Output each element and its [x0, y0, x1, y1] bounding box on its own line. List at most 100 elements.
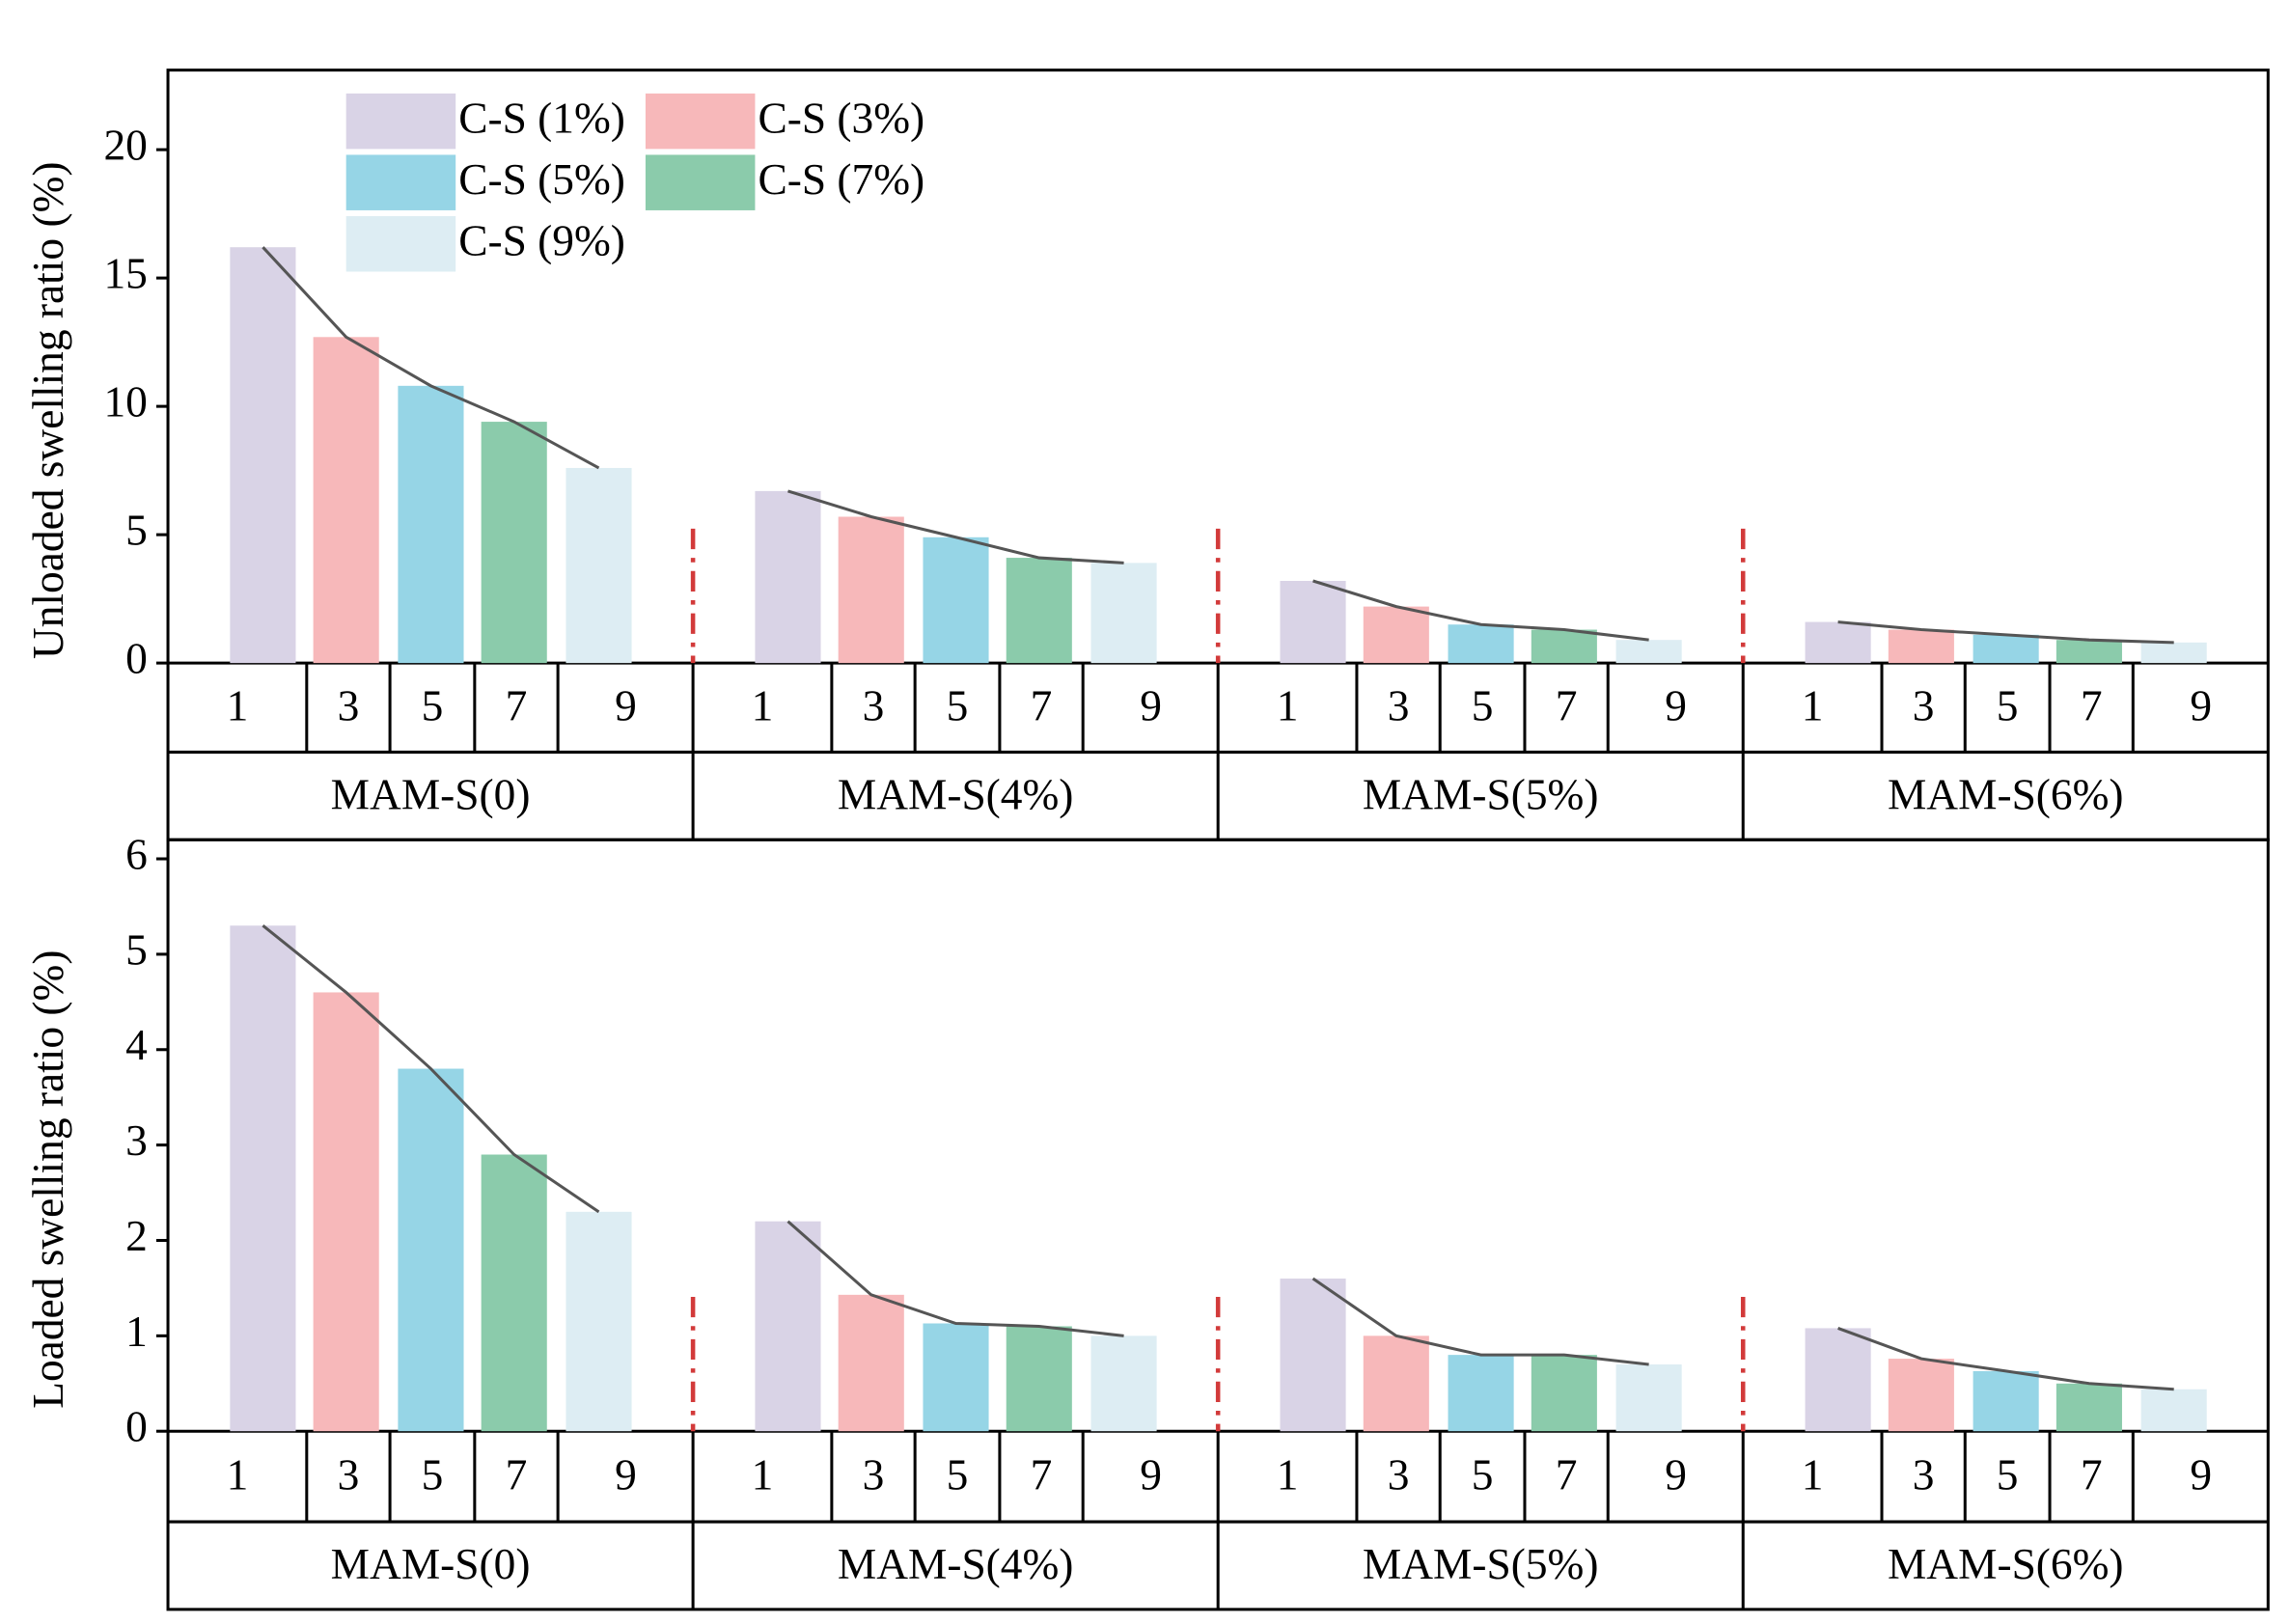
sub-category-label: 3 [1388, 1451, 1410, 1500]
bar [481, 1154, 547, 1432]
sub-category-label: 3 [1913, 1451, 1935, 1500]
y-axis-label: Unloaded swelling ratio (%) [24, 162, 72, 660]
y-tick-label: 0 [125, 635, 148, 683]
bar [1805, 1328, 1871, 1432]
bar [923, 537, 989, 664]
sub-category-label: 7 [1556, 682, 1578, 730]
sub-category-label: 7 [1556, 1451, 1578, 1500]
sub-category-label: 7 [506, 1451, 528, 1500]
y-tick-label: 1 [125, 1307, 148, 1356]
sub-category-label: 5 [1472, 682, 1494, 730]
sub-category-label: 3 [1388, 682, 1410, 730]
trend-line [1312, 579, 1649, 642]
bar [1363, 1335, 1429, 1432]
bar [230, 247, 296, 664]
legend-label: C-S (7%) [758, 155, 924, 204]
legend-swatch [345, 215, 456, 272]
bar [755, 1221, 821, 1432]
trend-line [1837, 620, 2174, 645]
sub-category-label: 1 [1802, 1451, 1824, 1500]
bar [398, 1068, 464, 1432]
category-label: MAM-S(4%) [838, 770, 1074, 818]
bar [1090, 1335, 1157, 1432]
y-tick-label: 20 [103, 122, 147, 170]
y-tick-label: 0 [125, 1403, 148, 1451]
bar [923, 1323, 989, 1432]
sub-category-label: 3 [1913, 682, 1935, 730]
sub-category-label: 1 [752, 1451, 774, 1500]
bar [1280, 581, 1346, 664]
sub-category-label: 1 [752, 682, 774, 730]
trend-line [787, 489, 1124, 564]
legend-label: C-S (5%) [458, 155, 625, 204]
legend-swatch [645, 154, 756, 210]
category-label: MAM-S(0) [331, 1540, 531, 1588]
y-tick-label: 5 [125, 925, 148, 974]
sub-category-label: 1 [1277, 1451, 1299, 1500]
y-tick-label: 5 [125, 507, 148, 555]
sub-category-label: 9 [2190, 682, 2212, 730]
bar [1363, 606, 1429, 664]
bar [1888, 1359, 1954, 1432]
legend-swatch [345, 154, 456, 210]
sub-category-label: 5 [947, 1451, 969, 1500]
bar [481, 422, 547, 664]
bar [1615, 1364, 1682, 1432]
bar [1531, 629, 1597, 664]
sub-category-label: 7 [1031, 682, 1053, 730]
bar [838, 1294, 904, 1432]
category-label: MAM-S(6%) [1888, 1540, 2124, 1588]
bar [566, 467, 632, 664]
bar [1531, 1355, 1597, 1432]
y-tick-label: 6 [125, 830, 148, 878]
bar [313, 992, 379, 1432]
sub-category-label: 7 [506, 682, 528, 730]
sub-category-label: 9 [1665, 682, 1687, 730]
bar [398, 385, 464, 664]
bar [2055, 1383, 2122, 1432]
sub-category-label: 9 [2190, 1451, 2212, 1500]
sub-category-label: 1 [227, 682, 249, 730]
bar [1448, 1355, 1514, 1432]
sub-category-label: 5 [947, 682, 969, 730]
sub-category-label: 7 [1031, 1451, 1053, 1500]
bar [755, 490, 821, 664]
y-tick-label: 2 [125, 1212, 148, 1260]
bar [1280, 1279, 1346, 1432]
bar [2055, 640, 2122, 664]
bar [838, 516, 904, 664]
sub-category-label: 1 [1277, 682, 1299, 730]
trend-line [262, 246, 600, 470]
y-axis-label: Loaded swelling ratio (%) [24, 950, 72, 1409]
bar [2140, 1389, 2207, 1432]
category-label: MAM-S(0) [331, 770, 531, 818]
sub-category-label: 5 [1472, 1451, 1494, 1500]
sub-category-label: 9 [615, 682, 637, 730]
sub-category-label: 5 [1997, 1451, 2019, 1500]
trend-line [1837, 1327, 2174, 1391]
category-label: MAM-S(5%) [1363, 1540, 1599, 1588]
bar [2140, 642, 2207, 664]
legend-label: C-S (1%) [458, 95, 625, 143]
bar [230, 925, 296, 1432]
bar [1006, 1326, 1072, 1432]
sub-category-label: 7 [2081, 682, 2103, 730]
bar [1888, 629, 1954, 664]
bar [1973, 1370, 2039, 1432]
bar [313, 337, 379, 664]
sub-category-label: 5 [422, 1451, 444, 1500]
legend-label: C-S (3%) [758, 95, 924, 143]
sub-category-label: 5 [422, 682, 444, 730]
sub-category-label: 3 [338, 1451, 360, 1500]
bar [1090, 563, 1157, 664]
category-label: MAM-S(4%) [838, 1540, 1074, 1588]
sub-category-label: 3 [863, 682, 885, 730]
bar [1448, 624, 1514, 664]
trend-line [262, 924, 600, 1214]
sub-category-label: 3 [338, 682, 360, 730]
legend-swatch [345, 93, 456, 150]
category-label: MAM-S(5%) [1363, 770, 1599, 818]
sub-category-label: 5 [1997, 682, 2019, 730]
legend-label: C-S (9%) [458, 217, 625, 265]
